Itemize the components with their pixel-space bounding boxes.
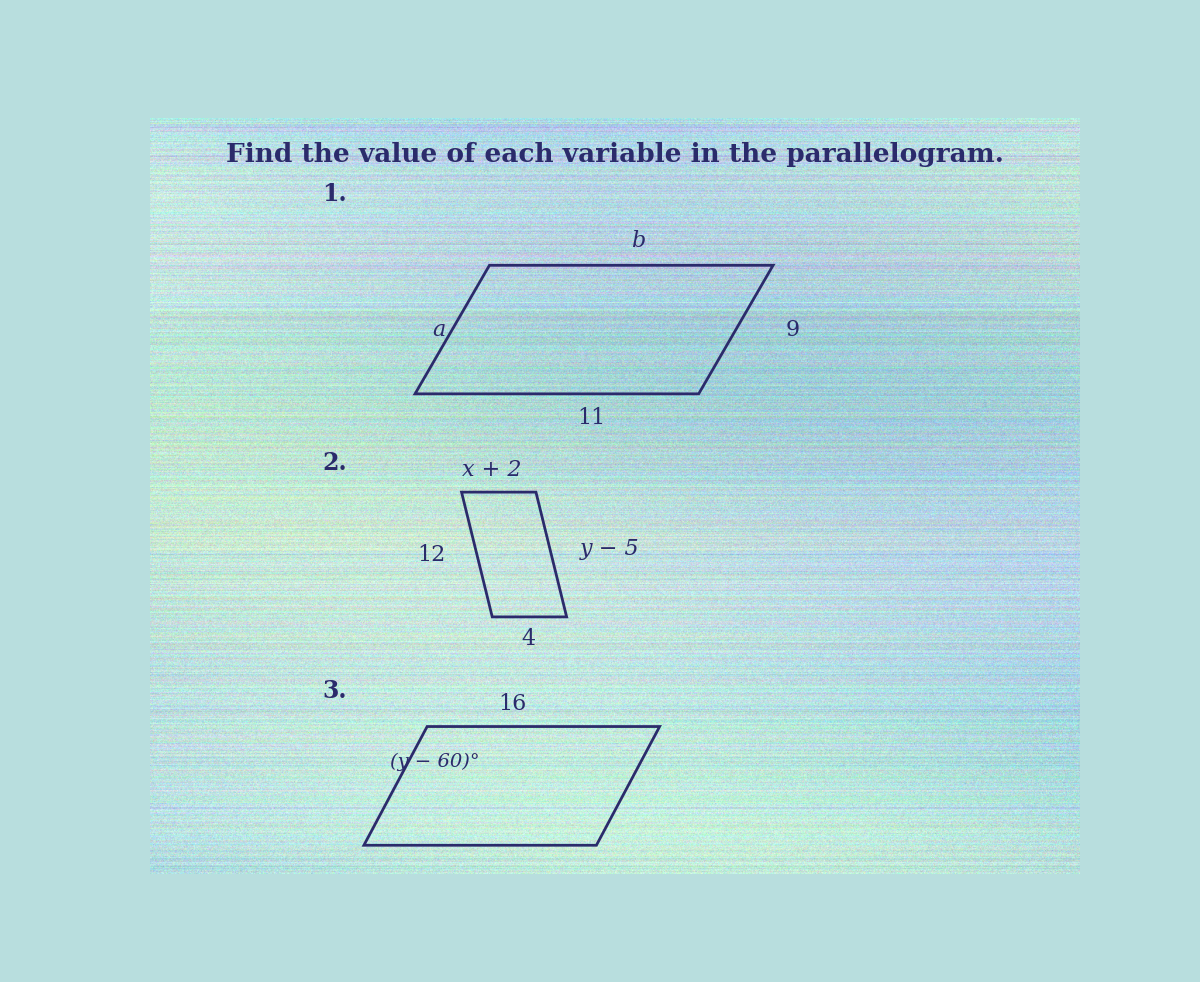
Text: 12: 12 [418,544,445,566]
Text: y − 5: y − 5 [580,538,640,560]
Text: a: a [432,318,445,341]
Text: 11: 11 [577,407,606,429]
Text: 4: 4 [522,628,535,650]
Text: 16: 16 [498,693,527,715]
Text: Find the value of each variable in the parallelogram.: Find the value of each variable in the p… [226,142,1004,167]
Text: 1.: 1. [322,182,347,206]
Text: 2.: 2. [322,451,347,474]
Text: b: b [631,230,646,251]
Text: 3.: 3. [322,679,347,703]
Text: x + 2: x + 2 [462,459,522,481]
Text: 9: 9 [786,318,800,341]
Text: (y − 60)°: (y − 60)° [390,753,480,771]
